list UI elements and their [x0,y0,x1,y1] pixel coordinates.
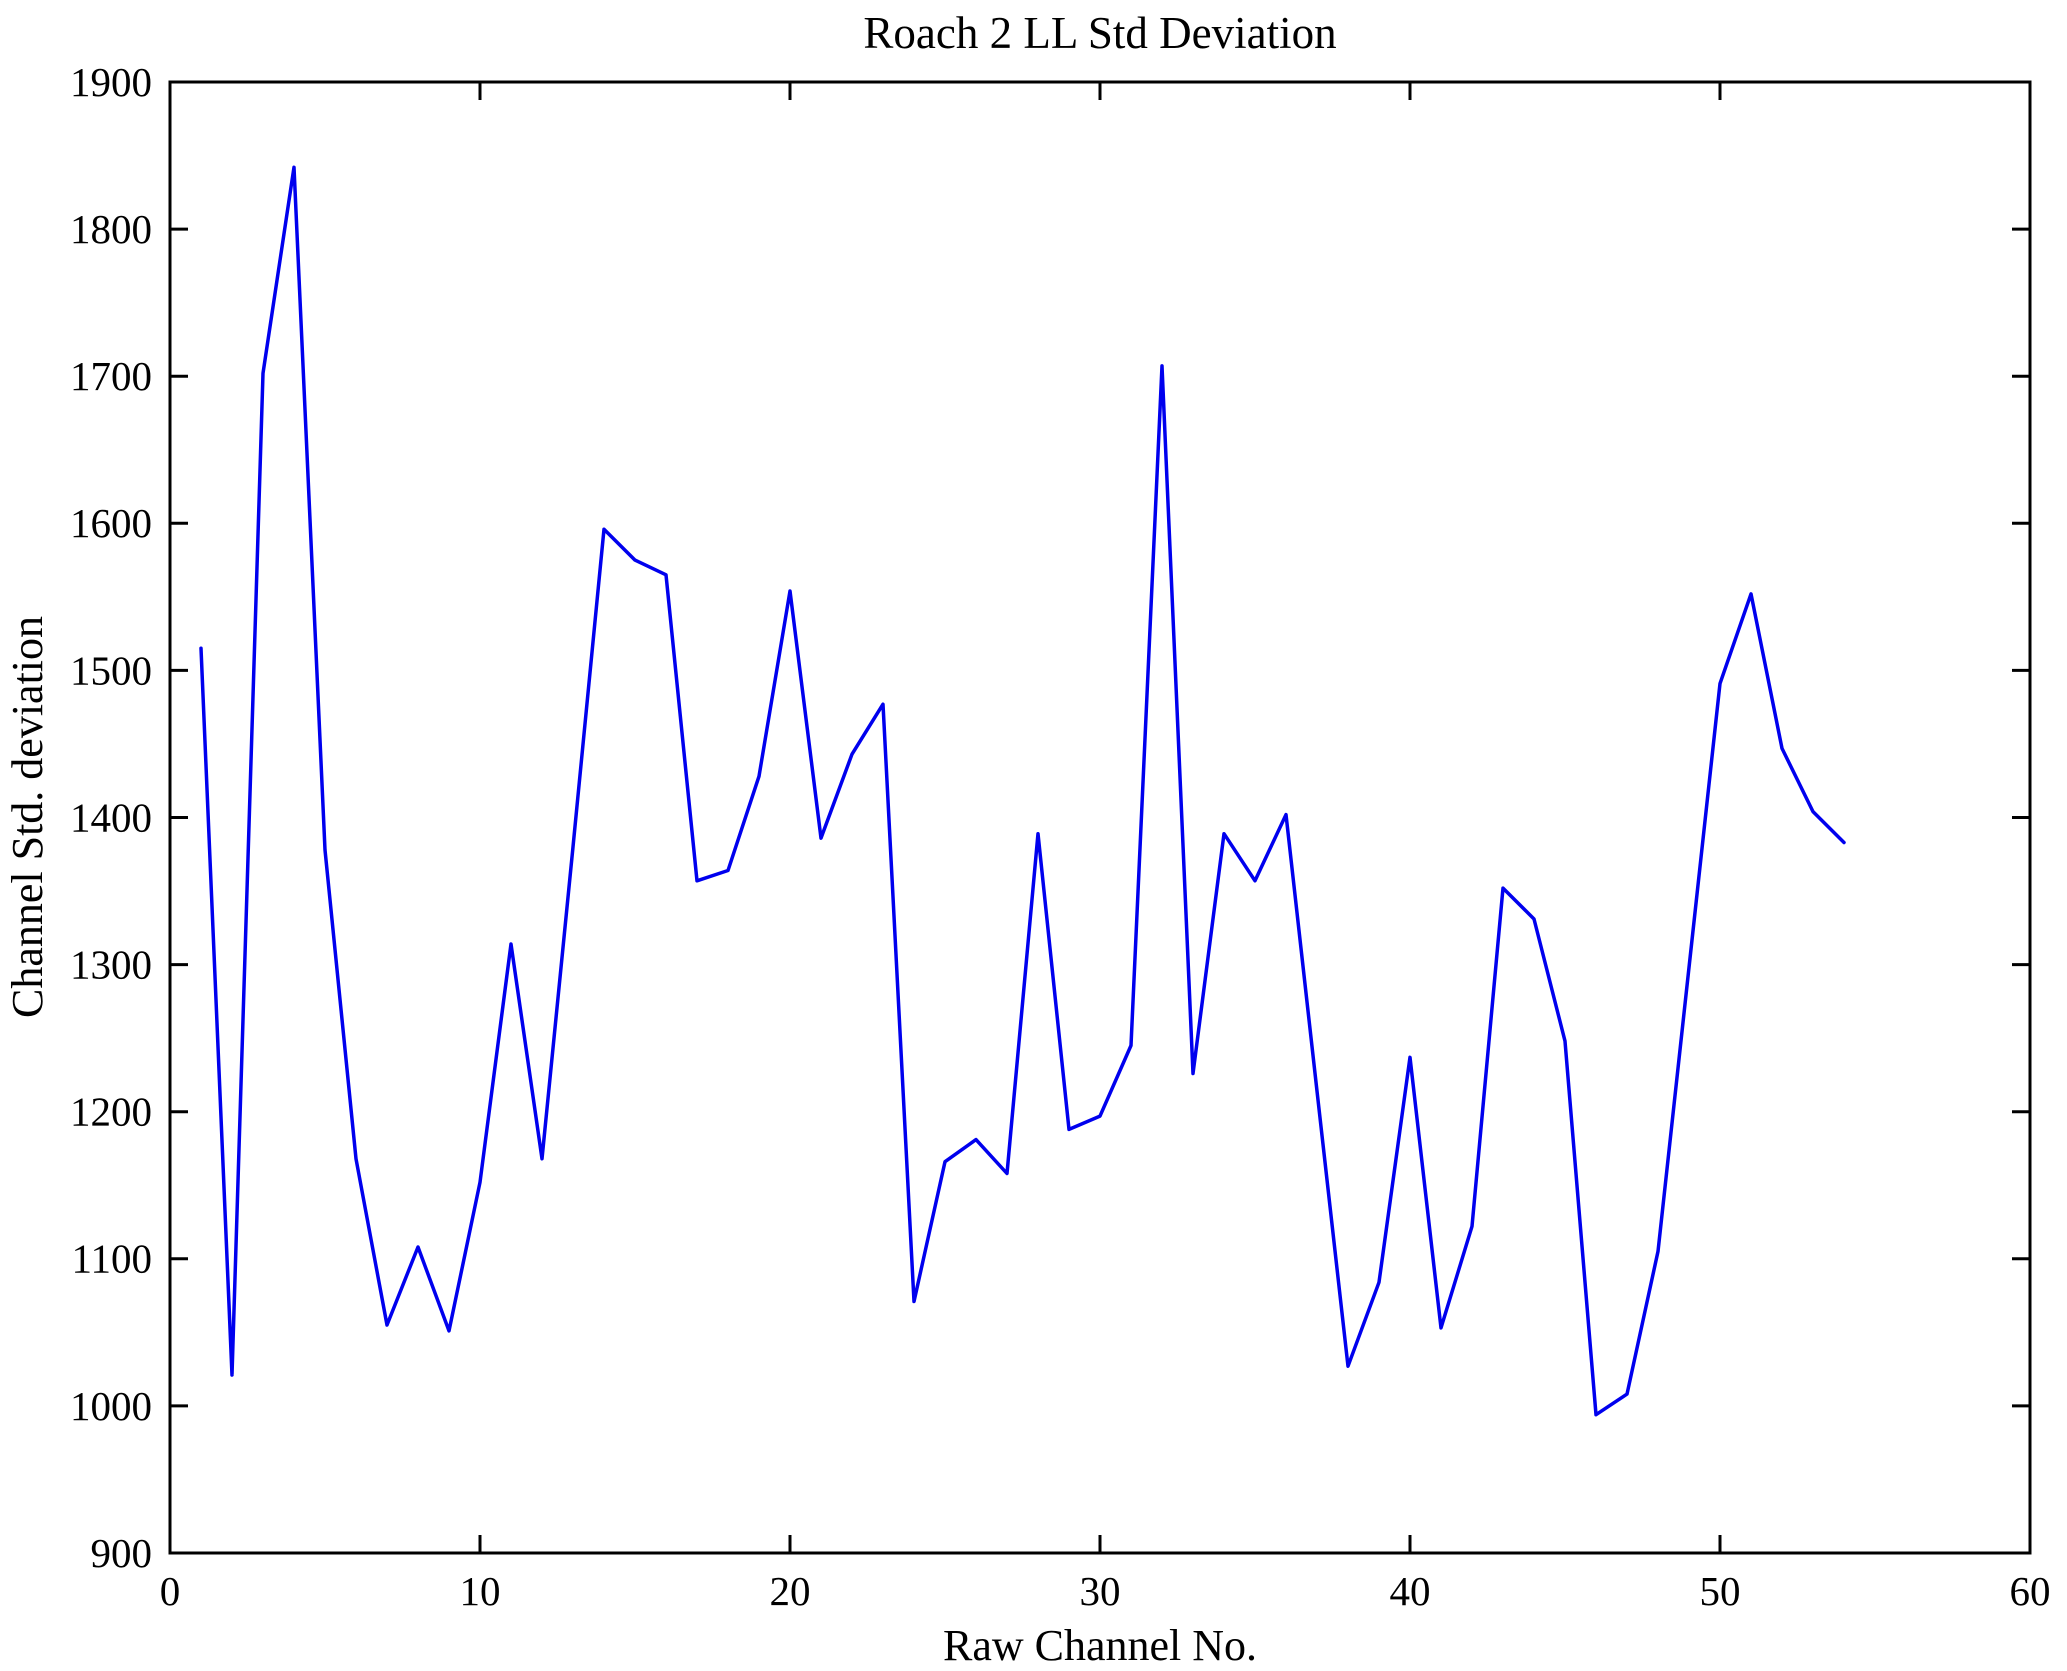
y-tick-label: 1500 [70,647,152,693]
x-tick-label: 50 [1700,1568,1741,1614]
y-tick-label: 900 [91,1530,153,1576]
x-tick-label: 40 [1390,1568,1431,1614]
y-tick-label: 1200 [70,1089,152,1135]
y-tick-label: 1800 [70,206,152,252]
x-tick-label: 30 [1080,1568,1121,1614]
y-tick-label: 1000 [70,1383,152,1429]
plot-area [170,82,2030,1553]
y-axis-label: Channel Std. deviation [3,616,52,1018]
y-tick-label: 1400 [70,794,152,840]
y-tick-label: 1100 [72,1236,152,1282]
x-axis-label: Raw Channel No. [943,1621,1257,1670]
y-tick-label: 1300 [70,942,152,988]
chart-title: Roach 2 LL Std Deviation [863,8,1336,58]
x-tick-label: 60 [2010,1568,2051,1614]
axis-tick-labels: 0 10 20 30 40 50 60 900 1000 1100 1200 1300 1400 1500… [70,59,2051,1614]
x-tick-label: 0 [160,1568,181,1614]
y-tick-label: 1600 [70,500,152,546]
x-tick-label: 20 [770,1568,811,1614]
data-line [199,165,1846,1417]
y-tick-label: 1900 [70,59,152,105]
axes-box [168,80,2032,1555]
y-tick-label: 1700 [70,353,152,399]
x-tick-label: 10 [460,1568,501,1614]
